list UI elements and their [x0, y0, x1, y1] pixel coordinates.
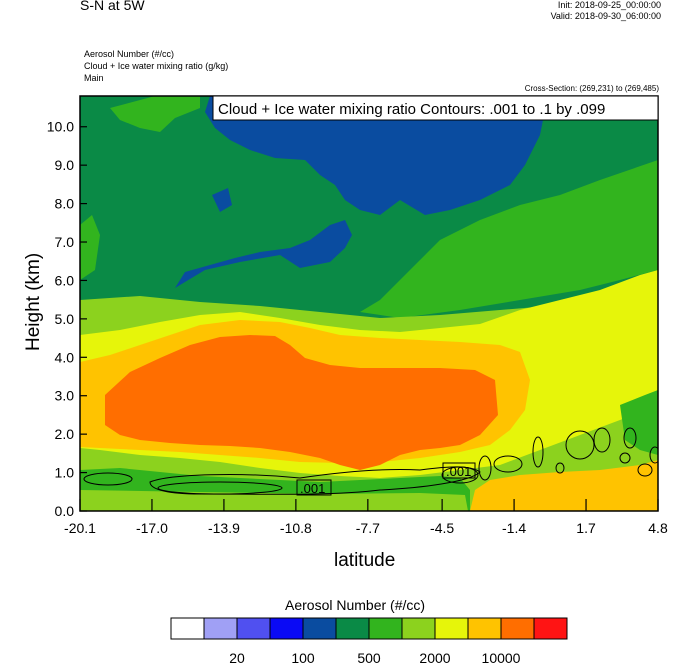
y-tick-label: 0.0 [55, 503, 75, 519]
contour-label-box-1 [296, 479, 332, 496]
cloud-contours [83, 427, 658, 495]
colorbar-swatch [401, 617, 436, 640]
y-axis-label: Height (km) [23, 252, 44, 351]
valid-time: Valid: 2018-09-30_06:00:00 [550, 11, 661, 21]
colorbar-swatch [368, 617, 403, 640]
x-axis-label: latitude [334, 550, 396, 571]
colorbar-swatch [500, 617, 535, 640]
field-patch-blue-1 [212, 188, 232, 212]
contour-7 [532, 436, 544, 468]
field-label-cloud: Cloud + Ice water mixing ratio (g/kg) [84, 61, 229, 71]
x-tick-label: -17.0 [136, 520, 168, 536]
colorbar-swatch [236, 617, 271, 640]
cross-section-label: Cross-Section: (269,231) to (269,485) [524, 84, 659, 93]
y-tick-label: 2.0 [55, 426, 75, 442]
contour-3 [149, 466, 481, 495]
field-layer-bottom-lightgreen [80, 490, 468, 511]
init-time: Init: 2018-09-25_00:00:00 [557, 0, 661, 10]
y-tick-label: 10.0 [47, 119, 74, 135]
field-patch-amber-right [470, 460, 658, 511]
x-tick-label: -7.7 [356, 520, 380, 536]
contour-1 [83, 472, 133, 486]
colorbar: 20 100 500 2000 10000 [170, 617, 568, 666]
colorbar-label: 2000 [419, 650, 450, 666]
x-tick-label: -4.5 [430, 520, 454, 536]
contour-info: Cloud + Ice water mixing ratio Contours:… [218, 101, 605, 118]
field-region-green-right [360, 160, 658, 318]
y-tick-label: 1.0 [55, 465, 75, 481]
contour-10 [623, 427, 637, 449]
colorbar-swatch [467, 617, 502, 640]
colorbar-label: 500 [357, 650, 381, 666]
colorbar-swatch [434, 617, 469, 640]
field-patch-green-right [620, 390, 658, 455]
x-tick-label: 4.8 [648, 520, 668, 536]
field-patch-green-2 [80, 215, 100, 280]
contour-5 [478, 455, 492, 481]
contour-9 [593, 427, 611, 453]
x-tick-label: -1.4 [502, 520, 526, 536]
colorbar-swatch [533, 617, 568, 640]
y-tick-label: 8.0 [55, 196, 75, 212]
colorbar-label: 10000 [482, 650, 521, 666]
aerosol-field: .001 .001 [80, 96, 658, 511]
contour-13 [619, 452, 631, 464]
x-tick-label: -13.9 [208, 520, 240, 536]
contour-4 [441, 466, 479, 484]
x-tick-label: 1.7 [576, 520, 596, 536]
contour-info-box [212, 95, 659, 121]
contour-11 [555, 462, 565, 474]
field-region-blue-upper [205, 96, 545, 215]
colorbar-title: Aerosol Number (#/cc) [285, 597, 426, 613]
field-region-blue-lower [175, 220, 352, 288]
colorbar-swatch [170, 617, 205, 640]
colorbar-label: 100 [291, 650, 315, 666]
field-patch-green-1 [110, 96, 200, 132]
field-core-orange [105, 335, 498, 470]
y-axis: 0.0 1.0 2.0 3.0 4.0 5.0 6.0 7.0 8.0 9.0 10.0 [47, 119, 87, 519]
y-tick-label: 7.0 [55, 234, 75, 250]
field-label-aerosol: Aerosol Number (#/cc) [84, 49, 175, 59]
contour-14 [649, 446, 658, 464]
y-tick-label: 4.0 [55, 349, 75, 365]
plot-title: S-N at 5W [80, 0, 145, 13]
contour-label-1: .001 [300, 481, 325, 496]
contour-label-box-2 [442, 462, 476, 479]
colorbar-swatch [302, 617, 337, 640]
x-tick-label: -20.1 [64, 520, 96, 536]
colorbar-swatch [269, 617, 304, 640]
y-tick-label: 9.0 [55, 157, 75, 173]
field-label-main: Main [84, 73, 104, 83]
y-tick-label: 6.0 [55, 272, 75, 288]
contour-6 [493, 455, 523, 473]
colorbar-label: 20 [229, 650, 245, 666]
contour-label-2: .001 [446, 464, 471, 479]
colorbar-swatch [203, 617, 238, 640]
colorbar-swatch [335, 617, 370, 640]
y-tick-label: 3.0 [55, 388, 75, 404]
y-tick-label: 5.0 [55, 311, 75, 327]
x-axis: -20.1 -17.0 -13.9 -10.8 -7.7 -4.5 -1.4 1.7 4.8 [64, 499, 668, 536]
x-tick-label: -10.8 [280, 520, 312, 536]
contour-12 [637, 463, 653, 477]
contour-8 [565, 430, 595, 460]
